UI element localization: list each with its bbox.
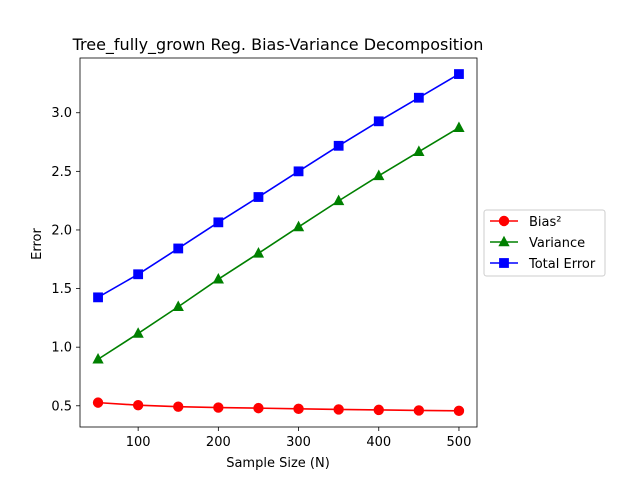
series-line-total-error xyxy=(97,73,460,299)
x-tick-label: 500 xyxy=(447,435,472,450)
series-variance xyxy=(92,121,465,364)
legend-box xyxy=(483,209,606,277)
marker-total-error-point xyxy=(173,243,184,254)
marker-total-error-point xyxy=(454,69,464,79)
y-tick-label: 2.0 xyxy=(51,223,72,238)
series-line-variance xyxy=(97,126,460,361)
marker-legend-bias xyxy=(498,215,510,227)
y-tick-label: 0.5 xyxy=(51,399,72,414)
marker-bias-point xyxy=(413,405,425,416)
legend-item-total-error: Total Error xyxy=(490,257,596,272)
marker-legend-variance xyxy=(498,235,510,247)
chart-title: Tree_fully_grown Reg. Bias-Variance Deco… xyxy=(72,35,484,55)
series-bias xyxy=(92,397,465,417)
marker-total-error-point xyxy=(93,292,103,303)
series-line-bias xyxy=(97,401,460,412)
marker-variance-point xyxy=(132,327,144,338)
marker-bias-point xyxy=(293,403,304,415)
marker-bias-point xyxy=(173,401,184,412)
marker-total-error-point xyxy=(253,192,264,202)
marker-variance-point xyxy=(252,247,265,258)
x-tick-label: 100 xyxy=(126,435,151,450)
marker-total-error-point xyxy=(333,140,344,151)
marker-total-error-point xyxy=(133,269,144,280)
marker-bias-point xyxy=(453,405,465,417)
marker-bias-point xyxy=(213,402,224,413)
legend-item-bias: Bias² xyxy=(490,215,561,230)
marker-variance-point xyxy=(333,194,345,206)
y-tick-label: 1.5 xyxy=(51,282,72,297)
marker-total-error-point xyxy=(293,166,304,177)
legend-label-total-error: Total Error xyxy=(528,257,596,272)
marker-bias-point xyxy=(253,402,264,414)
plot-area: 100 200 300 400 500 0.5 1.0 1.5 2.0 2.5 3.0 xyxy=(51,57,478,450)
marker-bias-point xyxy=(132,399,144,411)
legend: Bias² Variance Total Error xyxy=(483,209,606,277)
marker-legend-total-error xyxy=(499,258,509,268)
marker-total-error-point xyxy=(413,92,424,103)
marker-variance-point xyxy=(172,300,184,312)
marker-variance-point xyxy=(212,272,224,284)
axes-frame xyxy=(79,57,478,428)
marker-bias-point xyxy=(373,404,384,416)
marker-variance-point xyxy=(292,220,305,232)
marker-total-error-point xyxy=(373,116,384,127)
x-tick-label: 200 xyxy=(206,435,231,450)
marker-variance-point xyxy=(373,169,385,181)
legend-label-variance: Variance xyxy=(529,236,585,251)
y-tick-label: 3.0 xyxy=(51,106,72,121)
legend-item-variance: Variance xyxy=(490,235,585,251)
marker-variance-point xyxy=(413,145,425,156)
marker-variance-point xyxy=(92,353,104,364)
x-axis-label: Sample Size (N) xyxy=(226,456,330,471)
legend-label-bias: Bias² xyxy=(529,215,561,230)
x-tick-label: 400 xyxy=(366,435,391,450)
x-tick-label: 300 xyxy=(286,435,311,450)
marker-variance-point xyxy=(453,121,465,133)
marker-bias-point xyxy=(333,404,344,415)
marker-bias-point xyxy=(92,397,104,408)
y-tick-label: 1.0 xyxy=(51,341,72,356)
y-axis-label: Error xyxy=(30,228,45,260)
series-total-error xyxy=(93,69,464,303)
y-tick-label: 2.5 xyxy=(51,165,72,180)
marker-total-error-point xyxy=(213,217,224,228)
